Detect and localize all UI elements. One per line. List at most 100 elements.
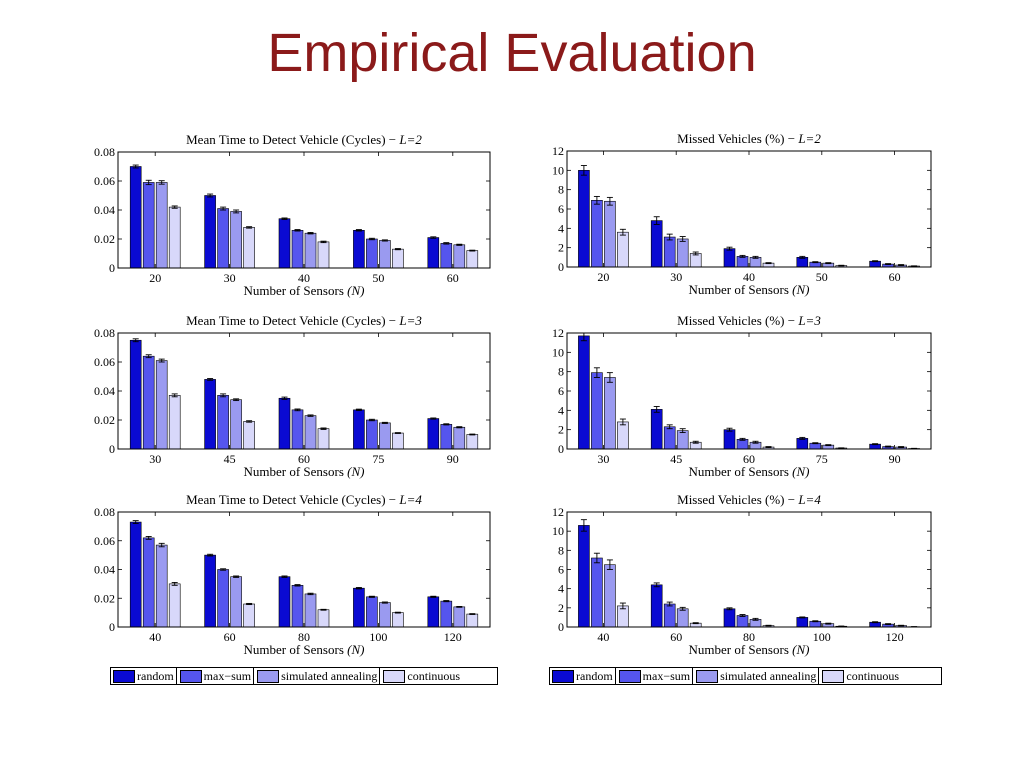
x-tick-label: 90: [889, 452, 901, 466]
bar: [796, 438, 809, 450]
legend-divider: [614, 668, 616, 684]
bar: [142, 537, 155, 628]
bar: [353, 587, 365, 628]
bar: [204, 379, 216, 450]
chart-panel: 0 2 4 6 8 10 12 40 60 80 100 120 Missed Vehicles (%)…: [552, 492, 932, 657]
legend-label: continuous: [407, 668, 461, 683]
bar: [155, 544, 168, 628]
legend-item: simulated annealing: [696, 668, 822, 684]
x-tick-label: 60: [298, 452, 310, 466]
legend-item: random: [113, 668, 180, 684]
legend-swatch: [618, 669, 641, 683]
bar: [155, 360, 168, 450]
bar: [304, 593, 317, 628]
chart-title: Mean Time to Detect Vehicle (Cycles) − L…: [186, 492, 422, 507]
y-tick-label: 0: [109, 620, 115, 634]
x-axis-label-text: Number of Sensors: [244, 464, 348, 479]
bar: [291, 409, 304, 450]
bar: [604, 200, 616, 268]
bar: [379, 602, 391, 628]
bar: [366, 238, 378, 269]
legend-item: max−sum: [618, 668, 696, 684]
bar: [379, 240, 391, 269]
y-tick-label: 10: [552, 345, 564, 359]
legend-item: continuous: [822, 668, 899, 684]
legend-swatch: [822, 669, 845, 683]
legend-label: simulated annealing: [281, 668, 378, 683]
bar: [427, 237, 440, 269]
x-tick-label: 60: [889, 270, 901, 284]
y-tick-label: 0.02: [94, 232, 115, 246]
legend-label: random: [576, 668, 613, 683]
bar: [676, 238, 689, 268]
x-tick-label: 40: [298, 271, 310, 285]
bar: [304, 232, 317, 269]
y-tick-label: 0.06: [94, 355, 115, 369]
chart-title: Missed Vehicles (%) − L=2: [677, 131, 821, 146]
legend-item: continuous: [383, 668, 460, 684]
x-tick-label: 20: [597, 270, 609, 284]
y-tick-label: 0: [109, 261, 115, 275]
bar: [278, 397, 291, 450]
bar: [676, 430, 689, 450]
x-tick-label: 120: [444, 630, 462, 644]
x-tick-label: 60: [447, 271, 459, 285]
y-tick-label: 0: [109, 442, 115, 456]
bar: [650, 220, 663, 268]
bar: [317, 241, 330, 269]
legend-item: max−sum: [179, 668, 257, 684]
x-tick-label: 20: [149, 271, 161, 285]
bar: [591, 200, 603, 268]
x-tick-label: 60: [670, 630, 682, 644]
bar: [591, 557, 603, 628]
x-tick-label: 45: [224, 452, 236, 466]
x-axis-label: Number of Sensors (N): [244, 642, 365, 657]
bar: [440, 424, 453, 450]
bar: [723, 608, 736, 628]
bar: [650, 584, 663, 628]
x-axis-label-text: Number of Sensors: [244, 283, 348, 298]
bar: [723, 248, 736, 268]
y-tick-label: 0.08: [94, 326, 115, 340]
bar: [129, 339, 142, 450]
bar: [168, 395, 181, 450]
bar: [663, 426, 676, 450]
bar: [427, 418, 440, 450]
y-tick-label: 0.08: [94, 505, 115, 519]
bar: [604, 564, 616, 628]
x-axis-label-text: Number of Sensors: [689, 464, 793, 479]
bar: [736, 256, 749, 268]
bar: [204, 554, 216, 628]
bar: [230, 211, 242, 269]
y-tick-label: 0.02: [94, 413, 115, 427]
x-tick-label: 30: [670, 270, 682, 284]
x-tick-label: 50: [372, 271, 384, 285]
chart-title-text: Missed Vehicles (%) −: [677, 131, 798, 146]
legend-swatch: [552, 669, 574, 683]
x-tick-label: 40: [149, 630, 161, 644]
bar: [317, 609, 330, 628]
chart-legend: random max−sum simulated annealing continuo…: [110, 667, 498, 685]
y-tick-label: 12: [552, 144, 564, 158]
legend-label: continuous: [846, 668, 900, 683]
x-axis-label-text: Number of Sensors: [689, 282, 793, 297]
bar: [155, 182, 168, 269]
chart-panel: 0 0.02 0.04 0.06 0.08 20 30 40 50 60 Mean Time to …: [94, 132, 491, 298]
chart-title-param: L=4: [398, 492, 422, 507]
bar: [204, 195, 216, 269]
bar: [676, 608, 689, 628]
x-axis-label-var: (N): [347, 283, 364, 298]
x-tick-label: 75: [372, 452, 384, 466]
bar: [689, 253, 702, 268]
bar: [168, 583, 181, 628]
bar: [304, 415, 317, 450]
chart-title: Mean Time to Detect Vehicle (Cycles) − L…: [186, 313, 422, 328]
x-axis-label-var: (N): [347, 464, 364, 479]
bar: [591, 372, 603, 450]
bar: [243, 603, 255, 628]
y-tick-label: 4: [558, 403, 564, 417]
bar: [466, 613, 479, 628]
x-tick-label: 80: [298, 630, 310, 644]
bar: [217, 569, 229, 628]
